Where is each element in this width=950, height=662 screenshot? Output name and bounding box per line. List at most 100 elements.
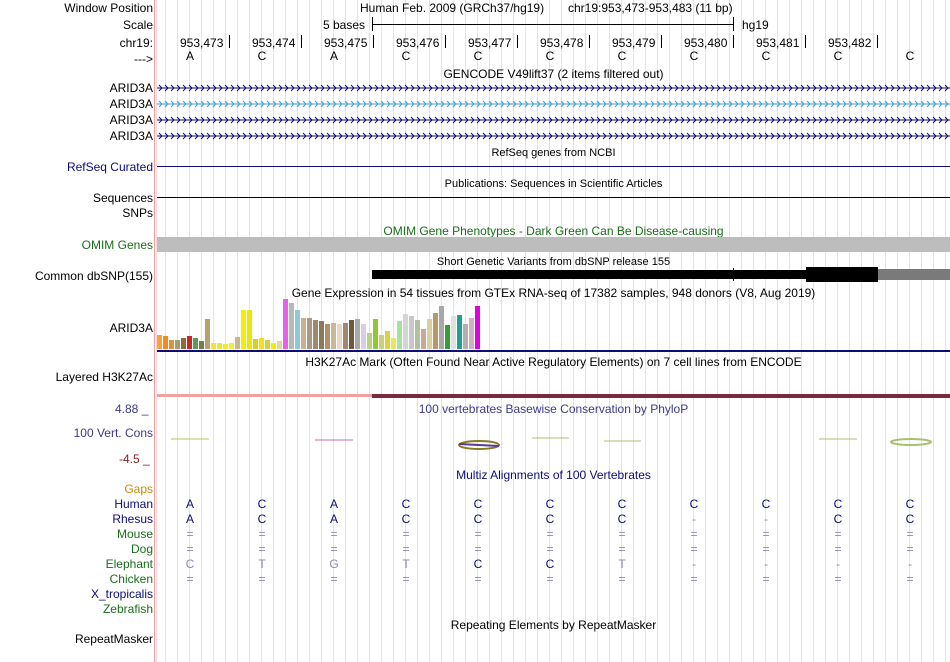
gtex-tissue-bar[interactable] bbox=[343, 323, 348, 349]
gtex-tissue-bar[interactable] bbox=[409, 316, 414, 349]
gtex-tissue-bar[interactable] bbox=[337, 324, 342, 349]
gtex-tissue-bar[interactable] bbox=[457, 315, 462, 349]
gtex-tissue-bar[interactable] bbox=[271, 343, 276, 349]
gtex-tissue-bar[interactable] bbox=[439, 306, 444, 349]
gtex-tissue-bar[interactable] bbox=[313, 320, 318, 349]
gtex-tissue-bar[interactable] bbox=[421, 329, 426, 349]
h3k27ac-label[interactable]: Layered H3K27Ac bbox=[55, 370, 153, 384]
gtex-tissue-bar[interactable] bbox=[181, 338, 186, 349]
gencode-item-4-feature[interactable] bbox=[157, 129, 950, 143]
gtex-tissue-bar[interactable] bbox=[373, 319, 378, 349]
strand-arrow-label[interactable]: ---> bbox=[134, 52, 153, 66]
reference-base[interactable]: C bbox=[833, 49, 843, 63]
reference-base[interactable]: C bbox=[473, 49, 483, 63]
publications-label[interactable]: Sequences bbox=[92, 191, 153, 205]
snps-label[interactable]: SNPs bbox=[122, 206, 153, 220]
publications-feature[interactable] bbox=[157, 197, 950, 198]
gtex-bar-chart[interactable] bbox=[157, 298, 950, 354]
gtex-tissue-bar[interactable] bbox=[289, 303, 294, 349]
gtex-tissue-bar[interactable] bbox=[205, 319, 210, 349]
reference-base[interactable]: C bbox=[905, 49, 915, 63]
gtex-tissue-bar[interactable] bbox=[229, 343, 234, 349]
gtex-tissue-bar[interactable] bbox=[361, 324, 366, 349]
gtex-tissue-bar[interactable] bbox=[379, 335, 384, 349]
gencode-item-4-label[interactable]: ARID3A bbox=[109, 129, 153, 143]
species-label[interactable]: Rhesus bbox=[112, 512, 153, 526]
gtex-gene-label[interactable]: ARID3A bbox=[109, 321, 153, 335]
h3k27ac-signal-low[interactable] bbox=[157, 394, 372, 397]
gtex-tissue-bar[interactable] bbox=[403, 314, 408, 349]
dbsnp-variant-bar[interactable] bbox=[372, 270, 806, 279]
gtex-tissue-bar[interactable] bbox=[157, 335, 162, 349]
reference-base[interactable]: C bbox=[545, 49, 555, 63]
gtex-tissue-bar[interactable] bbox=[367, 333, 372, 349]
refseq-feature[interactable] bbox=[157, 166, 950, 167]
window-position-label[interactable]: Window Position bbox=[64, 1, 153, 15]
gtex-tissue-bar[interactable] bbox=[349, 320, 354, 349]
gtex-tissue-bar[interactable] bbox=[469, 318, 474, 349]
species-label[interactable]: Zebrafish bbox=[102, 602, 153, 616]
gtex-tissue-bar[interactable] bbox=[187, 336, 192, 349]
gtex-tissue-bar[interactable] bbox=[475, 306, 480, 349]
gtex-tissue-bar[interactable] bbox=[463, 324, 468, 349]
gtex-tissue-bar[interactable] bbox=[355, 319, 360, 349]
species-label[interactable]: Human bbox=[114, 497, 153, 511]
species-label[interactable]: Mouse bbox=[116, 527, 153, 541]
gtex-tissue-bar[interactable] bbox=[277, 341, 282, 349]
gtex-tissue-bar[interactable] bbox=[433, 313, 438, 349]
reference-base[interactable]: A bbox=[185, 49, 194, 63]
gencode-item-2-label[interactable]: ARID3A bbox=[109, 97, 153, 111]
phylop-signal[interactable] bbox=[157, 430, 950, 454]
gtex-tissue-bar[interactable] bbox=[331, 323, 336, 349]
omim-feature[interactable] bbox=[157, 237, 950, 252]
gtex-tissue-bar[interactable] bbox=[295, 310, 300, 349]
gencode-item-1-label[interactable]: ARID3A bbox=[109, 81, 153, 95]
gtex-tissue-bar[interactable] bbox=[415, 320, 420, 349]
gtex-tissue-bar[interactable] bbox=[445, 325, 450, 349]
gtex-tissue-bar[interactable] bbox=[253, 339, 258, 349]
reference-base[interactable]: C bbox=[689, 49, 699, 63]
repeatmasker-label[interactable]: RepeatMasker bbox=[74, 632, 153, 646]
reference-base[interactable]: C bbox=[401, 49, 411, 63]
chrom-label[interactable]: chr19: bbox=[119, 36, 153, 50]
dbsnp-variant-thick[interactable] bbox=[806, 267, 878, 282]
gtex-tissue-bar[interactable] bbox=[397, 321, 402, 349]
gtex-tissue-bar[interactable] bbox=[307, 318, 312, 349]
species-label[interactable]: Elephant bbox=[105, 557, 153, 571]
refseq-label[interactable]: RefSeq Curated bbox=[66, 160, 153, 174]
reference-base[interactable]: C bbox=[617, 49, 627, 63]
gtex-tissue-bar[interactable] bbox=[217, 343, 222, 349]
gencode-item-1-feature[interactable] bbox=[157, 81, 950, 95]
gtex-tissue-bar[interactable] bbox=[451, 316, 456, 349]
gtex-tissue-bar[interactable] bbox=[199, 341, 204, 349]
gencode-item-3-feature[interactable] bbox=[157, 113, 950, 127]
gtex-tissue-bar[interactable] bbox=[235, 337, 240, 349]
omim-label[interactable]: OMIM Genes bbox=[81, 238, 153, 252]
gtex-tissue-bar[interactable] bbox=[283, 299, 288, 349]
reference-base[interactable]: C bbox=[257, 49, 267, 63]
gtex-tissue-bar[interactable] bbox=[325, 324, 330, 349]
species-label[interactable]: Gaps bbox=[124, 482, 153, 496]
gtex-tissue-bar[interactable] bbox=[223, 344, 228, 349]
species-label[interactable]: Chicken bbox=[109, 572, 153, 586]
gtex-tissue-bar[interactable] bbox=[385, 331, 390, 349]
dbsnp-variant-tick[interactable] bbox=[733, 268, 734, 281]
gtex-tissue-bar[interactable] bbox=[241, 310, 246, 349]
scale-label[interactable]: Scale bbox=[122, 18, 153, 32]
gtex-tissue-bar[interactable] bbox=[301, 318, 306, 349]
gencode-item-3-label[interactable]: ARID3A bbox=[109, 113, 153, 127]
dbsnp-label[interactable]: Common dbSNP(155) bbox=[34, 269, 153, 283]
gencode-item-2-feature[interactable] bbox=[157, 97, 950, 111]
gtex-tissue-bar[interactable] bbox=[169, 340, 174, 349]
dbsnp-variant-grey[interactable] bbox=[878, 269, 950, 280]
gtex-tissue-bar[interactable] bbox=[427, 319, 432, 349]
species-label[interactable]: X_tropicalis bbox=[90, 587, 153, 601]
species-label[interactable]: Dog bbox=[130, 542, 153, 556]
gtex-tissue-bar[interactable] bbox=[319, 321, 324, 349]
phylop-label[interactable]: 100 Vert. Cons bbox=[73, 426, 153, 440]
gtex-tissue-bar[interactable] bbox=[163, 336, 168, 349]
gtex-tissue-bar[interactable] bbox=[259, 338, 264, 349]
reference-base[interactable]: C bbox=[761, 49, 771, 63]
gtex-tissue-bar[interactable] bbox=[247, 310, 252, 349]
h3k27ac-signal-high[interactable] bbox=[372, 394, 950, 398]
